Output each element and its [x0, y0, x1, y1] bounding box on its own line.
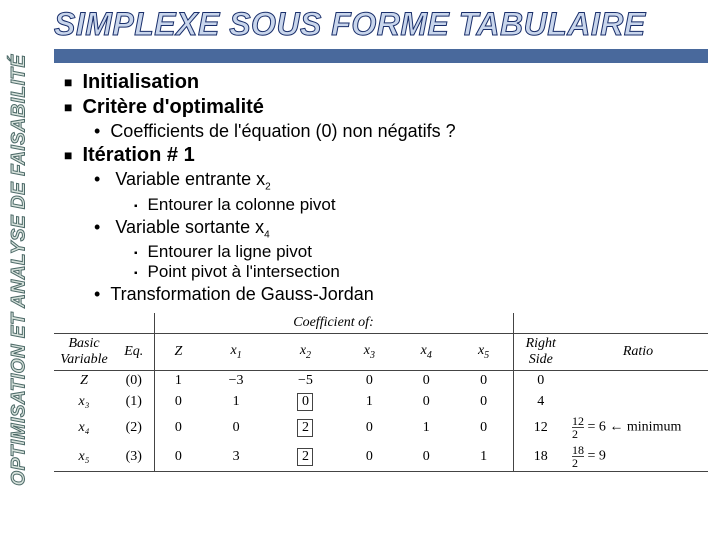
cell-x5: 1 — [455, 442, 513, 472]
content-area: SIMPLEXE SOUS FORME TABULAIRE Initialisa… — [42, 0, 720, 540]
bullet-text: Variable sortante x — [115, 217, 264, 237]
cell-ratio: 182 = 9 — [568, 442, 708, 472]
col-x4: x4 — [398, 334, 455, 371]
table-row: x₅ (3) 0 3 2 0 0 1 18 182 = 9 — [54, 442, 708, 472]
bullet-text: Itération # 1 — [82, 144, 194, 166]
subscript: 4 — [264, 229, 270, 240]
cell-x2: 0 — [270, 391, 341, 413]
cell-x1: 0 — [202, 413, 270, 442]
cell-Z: 1 — [154, 371, 202, 392]
cell-eq: (1) — [114, 391, 154, 413]
sidebar-title: OPTIMISATION ET ANALYSE DE FAISABILITÉ — [9, 54, 31, 485]
cell-x5: 0 — [455, 413, 513, 442]
cell-right: 0 — [513, 371, 568, 392]
cell-x4: 0 — [398, 442, 455, 472]
col-ratio: Ratio — [568, 334, 708, 371]
cell-basic: x₃ — [54, 391, 114, 413]
bullet-pivot-col: Entourer la colonne pivot — [134, 195, 708, 215]
cell-x3: 1 — [341, 391, 398, 413]
bullet-text: Initialisation — [82, 71, 199, 93]
cell-ratio: 122 = 6 ← minimum — [568, 413, 708, 442]
bullet-text: Transformation de Gauss-Jordan — [110, 284, 373, 304]
slide: OPTIMISATION ET ANALYSE DE FAISABILITÉ S… — [0, 0, 720, 540]
bullet-text: Critère d'optimalité — [82, 96, 263, 118]
col-x2: x2 — [270, 334, 341, 371]
simplex-table-wrap: Coefficient of: BasicVariable Eq. Z x1 x… — [54, 313, 708, 472]
col-Z: Z — [154, 334, 202, 371]
bullet-optimality-sub: Coefficients de l'équation (0) non négat… — [94, 121, 708, 142]
col-right: RightSide — [513, 334, 568, 371]
simplex-table: Coefficient of: BasicVariable Eq. Z x1 x… — [54, 313, 708, 472]
cell-right: 4 — [513, 391, 568, 413]
col-x5: x5 — [455, 334, 513, 371]
col-x1: x1 — [202, 334, 270, 371]
cell-basic: Z — [54, 371, 114, 392]
cell-x4: 0 — [398, 391, 455, 413]
bullet-text: Entourer la ligne pivot — [148, 242, 312, 261]
bullet-text: Point pivot à l'intersection — [148, 262, 340, 281]
slide-title: SIMPLEXE SOUS FORME TABULAIRE — [54, 6, 708, 43]
cell-x1: 1 — [202, 391, 270, 413]
cell-x4: 1 — [398, 413, 455, 442]
cell-eq: (2) — [114, 413, 154, 442]
col-basic: BasicVariable — [54, 334, 114, 371]
cell-x4: 0 — [398, 371, 455, 392]
cell-x2: −5 — [270, 371, 341, 392]
bullet-pivot-point: Point pivot à l'intersection — [134, 262, 708, 282]
bullet-pivot-row: Entourer la ligne pivot — [134, 242, 708, 262]
cell-eq: (0) — [114, 371, 154, 392]
bullet-list: Initialisation Critère d'optimalité Coef… — [54, 71, 708, 305]
cell-Z: 0 — [154, 413, 202, 442]
cell-basic: x₅ — [54, 442, 114, 472]
cell-ratio — [568, 371, 708, 392]
cell-Z: 0 — [154, 442, 202, 472]
bullet-optimality: Critère d'optimalité Coefficients de l'é… — [64, 96, 708, 142]
cell-x2: 2 — [270, 442, 341, 472]
cell-eq: (3) — [114, 442, 154, 472]
table-row: Z (0) 1 −3 −5 0 0 0 0 — [54, 371, 708, 392]
table-row: x₄ (2) 0 0 2 0 1 0 12 122 = 6 ← minimum — [54, 413, 708, 442]
bullet-leaving: Variable sortante x4 Entourer la ligne p… — [94, 217, 708, 283]
col-x3: x3 — [341, 334, 398, 371]
bullet-gauss-jordan: Transformation de Gauss-Jordan — [94, 284, 708, 305]
cell-right: 18 — [513, 442, 568, 472]
cell-Z: 0 — [154, 391, 202, 413]
sidebar: OPTIMISATION ET ANALYSE DE FAISABILITÉ — [0, 0, 40, 540]
title-divider — [54, 49, 708, 63]
cell-basic: x₄ — [54, 413, 114, 442]
bullet-iteration: Itération # 1 Variable entrante x2 Entou… — [64, 144, 708, 305]
cell-x3: 0 — [341, 413, 398, 442]
subscript: 2 — [265, 182, 271, 193]
cell-x1: 3 — [202, 442, 270, 472]
cell-x3: 0 — [341, 442, 398, 472]
cell-x1: −3 — [202, 371, 270, 392]
bullet-initialisation: Initialisation — [64, 71, 708, 94]
cell-x2-pivot: 2 — [270, 413, 341, 442]
cell-x3: 0 — [341, 371, 398, 392]
cell-ratio — [568, 391, 708, 413]
cell-x5: 0 — [455, 391, 513, 413]
bullet-text: Coefficients de l'équation (0) non négat… — [110, 121, 455, 141]
bullet-text: Variable entrante x — [115, 169, 265, 189]
bullet-entering: Variable entrante x2 Entourer la colonne… — [94, 169, 708, 215]
col-eq: Eq. — [114, 334, 154, 371]
table-header-center: Coefficient of: — [154, 313, 513, 334]
table-row: x₃ (1) 0 1 0 1 0 0 4 — [54, 391, 708, 413]
cell-x5: 0 — [455, 371, 513, 392]
cell-right: 12 — [513, 413, 568, 442]
bullet-text: Entourer la colonne pivot — [148, 195, 336, 214]
